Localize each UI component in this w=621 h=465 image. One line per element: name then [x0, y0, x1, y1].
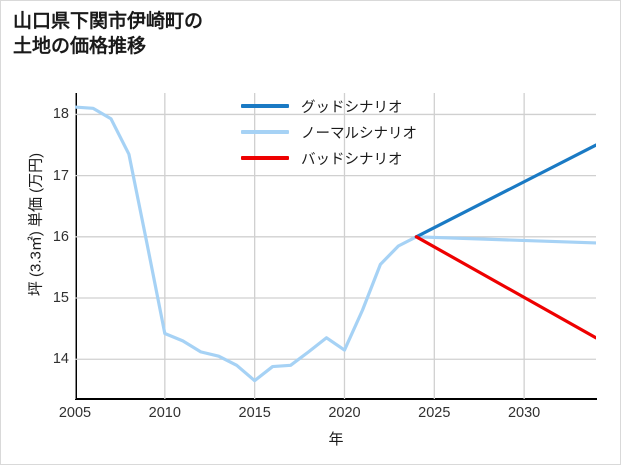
legend-label: バッドシナリオ — [301, 151, 403, 168]
y-axis-label: 坪 (3.3㎡) 単価 (万円) — [27, 152, 45, 297]
legend-item[interactable]: ノーマルシナリオ — [241, 119, 471, 145]
legend-item[interactable]: バッドシナリオ — [241, 145, 471, 171]
chart-title: 山口県下関市伊崎町の 土地の価格推移 — [13, 11, 204, 58]
x-axis-tick-labels: 2005 2010 2015 2020 2025 2030 — [59, 405, 597, 427]
legend-label: グッドシナリオ — [301, 99, 403, 116]
legend-color-swatch — [241, 104, 289, 108]
series-line — [414, 235, 596, 340]
x-tick-label: 2005 — [58, 405, 92, 421]
y-tick-label: 18 — [52, 106, 69, 123]
x-tick-label: 2015 — [238, 405, 271, 421]
y-tick-label: 17 — [52, 167, 69, 184]
legend-color-swatch — [241, 130, 289, 134]
chart-lines-svg — [75, 93, 596, 399]
chart-legend: グッドシナリオ ノーマルシナリオ バッドシナリオ — [241, 93, 471, 171]
y-tick-label: 14 — [52, 351, 69, 368]
series-line — [414, 143, 596, 239]
y-tick-label: 16 — [52, 228, 69, 245]
x-tick-label: 2010 — [148, 405, 181, 421]
y-axis-spine — [75, 93, 77, 400]
x-axis-label: 年 — [328, 431, 344, 448]
y-tick-label: 15 — [52, 290, 69, 307]
x-tick-label: 2020 — [328, 405, 361, 421]
y-axis-tick-labels: 14 15 16 17 18 — [15, 93, 69, 399]
x-tick-label: 2025 — [418, 405, 451, 421]
x-tick-label: 2030 — [507, 405, 541, 421]
legend-item[interactable]: グッドシナリオ — [241, 93, 471, 119]
x-axis-spine — [75, 398, 597, 400]
series-line — [75, 105, 596, 383]
legend-label: ノーマルシナリオ — [301, 125, 417, 142]
legend-color-swatch — [241, 156, 289, 160]
plot-area — [75, 93, 596, 399]
